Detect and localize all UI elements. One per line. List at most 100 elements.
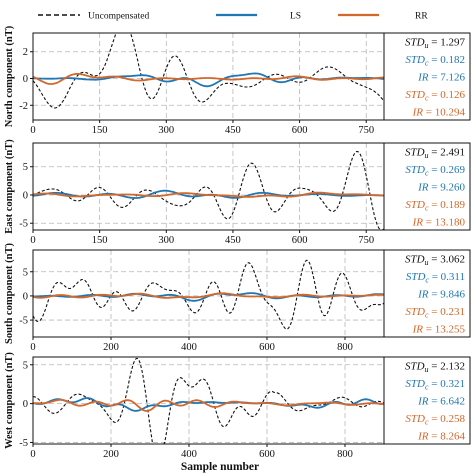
series-ls-line <box>32 397 385 412</box>
series-uncompensated-line <box>33 357 385 445</box>
stat-label: STD <box>405 147 425 159</box>
y-tick-label: 5 <box>23 162 28 173</box>
stat-label: STD <box>405 378 425 390</box>
x-tick-label: 600 <box>259 449 275 460</box>
legend: Uncompensated LS RR <box>38 12 428 22</box>
x-tick-label: 750 <box>358 125 374 136</box>
stat-row: STDu = 1.297 <box>405 37 466 51</box>
stat-label: STD <box>405 306 425 318</box>
series-uncompensated-line <box>32 259 385 330</box>
x-tick-label: 600 <box>292 125 308 136</box>
y-tick-label: -2 <box>19 101 28 112</box>
x-tick-label: 600 <box>259 342 275 353</box>
series-rr-line <box>32 292 385 299</box>
y-axis-label: South component (nT) <box>4 243 15 344</box>
stat-row: IR = 9.260 <box>417 182 465 194</box>
legend-label-ls: LS <box>290 12 301 22</box>
stats-box <box>383 249 471 338</box>
stat-row: STDc = 0.258 <box>405 413 465 427</box>
stat-row: STDu = 3.062 <box>405 254 465 268</box>
x-tick-label: 300 <box>158 125 174 136</box>
stat-label: STD <box>406 271 426 283</box>
y-tick-label: -5 <box>19 438 28 449</box>
stat-subscript: c <box>425 59 429 68</box>
legend-label-rr: RR <box>415 12 428 22</box>
stat-label: IR <box>417 72 429 84</box>
stat-label: STD <box>405 89 425 101</box>
stat-subscript: c <box>425 276 429 285</box>
stat-label: IR <box>417 396 429 408</box>
y-tick-label: -5 <box>19 316 28 327</box>
y-tick-label: -5 <box>19 219 28 230</box>
stat-label: IR <box>417 182 429 194</box>
stat-row: STDc = 0.126 <box>405 89 465 103</box>
panel-south: 0 200 400 600 800 -5 0 5 South component (nT) STD… <box>4 243 471 353</box>
stat-row: STDu = 2.491 <box>405 147 465 161</box>
stat-row: IR = 7.126 <box>417 72 465 84</box>
x-tick-label: 0 <box>30 235 35 246</box>
y-tick-label: 0 <box>23 291 28 302</box>
plot-frame <box>32 32 385 121</box>
x-tick-label: 750 <box>358 235 374 246</box>
stat-label: STD <box>405 254 425 266</box>
y-tick-label: 5 <box>23 267 28 278</box>
x-tick-label: 800 <box>337 449 353 460</box>
x-tick-label: 450 <box>225 235 241 246</box>
x-tick-label: 300 <box>158 235 174 246</box>
stat-label: IR <box>417 289 429 301</box>
y-axis-label: East component (nT) <box>4 139 15 234</box>
panel-north: 0 150 300 450 600 750 -2 0 2 North component (nT)… <box>4 25 471 136</box>
stat-label: STD <box>405 37 425 49</box>
stat-row: IR = 8.264 <box>417 430 465 442</box>
stat-row: STDc = 0.311 <box>406 271 465 285</box>
x-tick-label: 200 <box>103 342 119 353</box>
stat-row: IR = 13.255 <box>412 323 466 335</box>
series-rr-line <box>32 398 385 412</box>
stat-subscript: c <box>425 417 429 426</box>
stats-box <box>383 142 471 231</box>
y-axis-label: West component (nT) <box>4 352 15 449</box>
x-tick-label: 150 <box>92 235 108 246</box>
stat-row: IR = 6.642 <box>417 396 465 408</box>
stat-row: IR = 9.846 <box>417 289 465 301</box>
x-tick-label: 400 <box>181 342 197 353</box>
plot-frame <box>32 356 385 445</box>
x-tick-label: 150 <box>92 125 108 136</box>
x-tick-label: 200 <box>103 449 119 460</box>
stat-label: IR <box>412 106 424 118</box>
stat-row: STDc = 0.189 <box>405 199 465 213</box>
y-tick-label: 2 <box>23 47 28 58</box>
stat-label: STD <box>405 54 425 66</box>
stat-label: STD <box>405 413 425 425</box>
stat-label: IR <box>412 323 424 335</box>
stat-subscript: c <box>425 203 429 212</box>
y-tick-label: 5 <box>23 360 28 371</box>
stat-subscript: c <box>425 93 429 102</box>
stat-row: IR = 13.180 <box>412 216 466 228</box>
x-tick-label: 0 <box>30 342 35 353</box>
stat-row: STDc = 0.321 <box>405 378 465 392</box>
stat-label: IR <box>412 216 424 228</box>
stat-row: STDc = 0.182 <box>405 54 465 68</box>
stat-row: STDc = 0.231 <box>405 306 465 320</box>
series-uncompensated-line <box>32 150 385 231</box>
series-rr-line <box>32 191 384 198</box>
legend-label-uncompensated: Uncompensated <box>88 12 149 22</box>
stat-subscript: c <box>425 383 429 392</box>
stat-label: IR <box>417 430 429 442</box>
x-tick-label: 450 <box>225 125 241 136</box>
stat-label: STD <box>405 361 425 373</box>
stat-row: STDc = 0.269 <box>405 164 465 178</box>
stat-subscript: c <box>425 310 429 319</box>
series-uncompensated-line <box>32 32 385 109</box>
x-axis-label: Sample number <box>181 461 259 473</box>
stat-subscript: u <box>425 365 429 374</box>
stats-box <box>383 32 471 121</box>
y-axis-label: North component (nT) <box>4 25 15 127</box>
stat-subscript: c <box>425 169 429 178</box>
x-tick-label: 800 <box>337 342 353 353</box>
x-tick-label: 400 <box>181 449 197 460</box>
